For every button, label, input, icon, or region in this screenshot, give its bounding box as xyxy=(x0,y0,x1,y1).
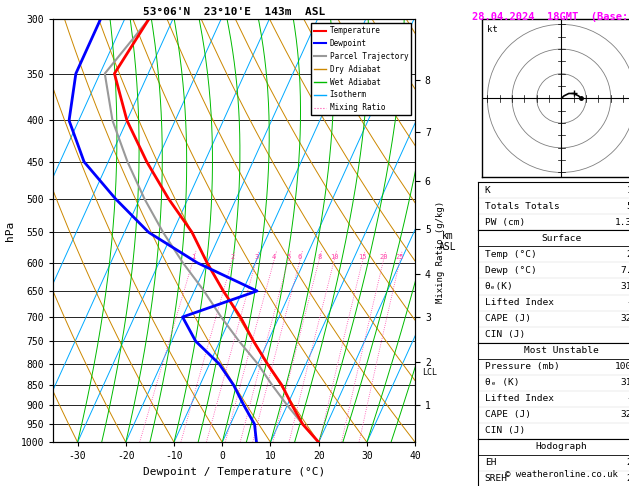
Text: 25: 25 xyxy=(396,254,404,260)
Text: 6: 6 xyxy=(298,254,302,260)
Text: 1.39: 1.39 xyxy=(615,218,629,227)
Text: Pressure (mb): Pressure (mb) xyxy=(485,362,559,371)
Text: 328: 328 xyxy=(621,410,629,419)
Y-axis label: km
ASL: km ASL xyxy=(438,231,456,252)
Text: Temp (°C): Temp (°C) xyxy=(485,250,537,259)
Text: EH: EH xyxy=(485,458,496,468)
Y-axis label: hPa: hPa xyxy=(6,221,15,241)
Text: Totals Totals: Totals Totals xyxy=(485,202,559,211)
Text: PW (cm): PW (cm) xyxy=(485,218,525,227)
Text: 15: 15 xyxy=(359,254,367,260)
Text: Most Unstable: Most Unstable xyxy=(524,346,599,355)
Text: CAPE (J): CAPE (J) xyxy=(485,410,531,419)
Text: 20: 20 xyxy=(626,250,629,259)
Text: 3: 3 xyxy=(254,254,259,260)
Text: -1: -1 xyxy=(626,298,629,307)
Text: Lifted Index: Lifted Index xyxy=(485,394,554,403)
Text: 21: 21 xyxy=(626,474,629,484)
Text: 310: 310 xyxy=(621,378,629,387)
Text: θₑ (K): θₑ (K) xyxy=(485,378,519,387)
Legend: Temperature, Dewpoint, Parcel Trajectory, Dry Adiabat, Wet Adiabat, Isotherm, Mi: Temperature, Dewpoint, Parcel Trajectory… xyxy=(311,23,411,115)
Text: Lifted Index: Lifted Index xyxy=(485,298,554,307)
Text: kt: kt xyxy=(487,25,498,34)
Text: © weatheronline.co.uk: © weatheronline.co.uk xyxy=(505,469,618,479)
Text: 14: 14 xyxy=(626,186,629,195)
Text: 310: 310 xyxy=(621,282,629,291)
Text: 4: 4 xyxy=(272,254,276,260)
Text: 5: 5 xyxy=(286,254,291,260)
Text: CAPE (J): CAPE (J) xyxy=(485,314,531,323)
Text: 10: 10 xyxy=(330,254,338,260)
X-axis label: Dewpoint / Temperature (°C): Dewpoint / Temperature (°C) xyxy=(143,467,325,477)
Text: CIN (J): CIN (J) xyxy=(485,330,525,339)
Text: 53: 53 xyxy=(626,202,629,211)
Text: 328: 328 xyxy=(621,314,629,323)
Text: θₑ(K): θₑ(K) xyxy=(485,282,513,291)
Text: Mixing Ratio (g/kg): Mixing Ratio (g/kg) xyxy=(436,201,445,303)
Text: K: K xyxy=(485,186,491,195)
Text: 7.1: 7.1 xyxy=(621,266,629,275)
Text: 28.04.2024  18GMT  (Base: 12): 28.04.2024 18GMT (Base: 12) xyxy=(472,12,629,22)
Text: LCL: LCL xyxy=(422,368,437,377)
Text: Dewp (°C): Dewp (°C) xyxy=(485,266,537,275)
Title: 53°06'N  23°10'E  143m  ASL: 53°06'N 23°10'E 143m ASL xyxy=(143,7,325,17)
Text: 1: 1 xyxy=(191,254,196,260)
Text: Surface: Surface xyxy=(542,234,581,243)
Text: 20: 20 xyxy=(379,254,388,260)
Text: Hodograph: Hodograph xyxy=(535,442,587,451)
Text: 8: 8 xyxy=(317,254,321,260)
Text: 2: 2 xyxy=(230,254,235,260)
Text: SREH: SREH xyxy=(485,474,508,484)
Text: CIN (J): CIN (J) xyxy=(485,426,525,435)
Text: 23: 23 xyxy=(626,458,629,468)
Text: 1006: 1006 xyxy=(615,362,629,371)
Text: -1: -1 xyxy=(626,394,629,403)
